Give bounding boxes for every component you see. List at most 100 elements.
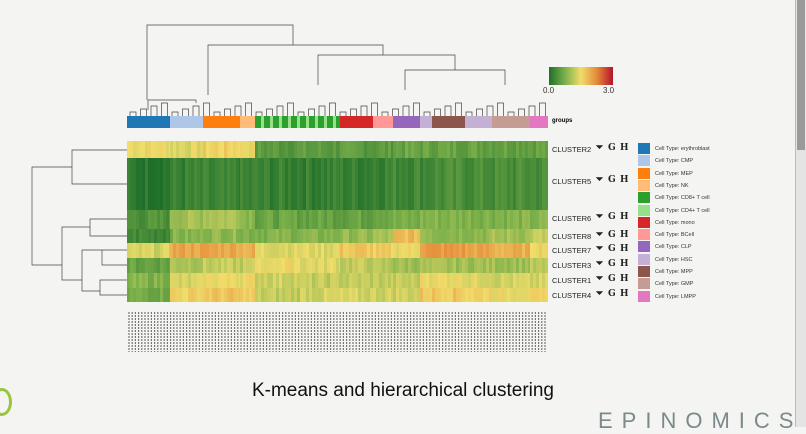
heatmap-cell	[133, 273, 136, 288]
h-button[interactable]: H	[620, 230, 629, 240]
heatmap-cell	[438, 210, 441, 229]
heatmap-cell	[321, 243, 324, 258]
heatmap-cell	[429, 210, 432, 229]
g-button[interactable]: G	[608, 274, 616, 284]
heatmap-cell	[148, 158, 151, 210]
scrollbar-thumb[interactable]	[797, 0, 805, 150]
heatmap-cell	[324, 258, 327, 273]
dendrogram-branch	[402, 105, 410, 116]
heatmap-cell	[243, 210, 246, 229]
heatmap-cell	[212, 243, 215, 258]
g-button[interactable]: G	[608, 230, 616, 240]
heatmap-cell	[173, 210, 176, 229]
g-button[interactable]: G	[608, 289, 616, 299]
heatmap-cell	[157, 141, 160, 158]
h-button[interactable]: H	[620, 289, 629, 299]
group-cell	[489, 116, 492, 128]
g-button[interactable]: G	[608, 212, 616, 222]
heatmap-cell	[139, 258, 142, 273]
dendrogram-branch	[392, 108, 399, 116]
heatmap-cell	[447, 243, 450, 258]
heatmap-cell	[477, 229, 480, 243]
heatmap-cell	[145, 258, 148, 273]
h-button[interactable]: H	[620, 259, 629, 269]
heatmap-cell	[516, 243, 519, 258]
heatmap-cell	[468, 141, 471, 158]
h-button[interactable]: H	[620, 244, 629, 254]
g-button[interactable]: G	[608, 175, 616, 185]
heatmap-cell	[230, 273, 233, 288]
download-icon[interactable]: ⏷	[596, 175, 604, 185]
g-button[interactable]: G	[608, 244, 616, 254]
heatmap-cell	[130, 229, 133, 243]
group-cell	[282, 116, 285, 128]
download-icon[interactable]: ⏷	[596, 244, 604, 254]
heatmap-cell	[233, 158, 236, 210]
g-button[interactable]: G	[608, 259, 616, 269]
heatmap-cell	[264, 243, 267, 258]
group-cell	[420, 116, 423, 128]
group-cell	[471, 116, 474, 128]
heatmap-cell	[432, 210, 435, 229]
heatmap-cell	[432, 243, 435, 258]
heatmap-cell	[361, 141, 364, 158]
heatmap-cell	[163, 273, 166, 288]
heatmap-cell	[382, 258, 385, 273]
heatmap-cell	[358, 141, 361, 158]
heatmap-cell	[188, 158, 191, 210]
heatmap-cell	[393, 229, 396, 243]
heatmap-cell	[285, 158, 288, 210]
download-icon[interactable]: ⏷	[596, 274, 604, 284]
group-cell	[170, 116, 173, 128]
heatmap-cell	[435, 243, 438, 258]
group-cell	[215, 116, 218, 128]
heatmap-cell	[160, 258, 163, 273]
heatmap-cell	[358, 288, 361, 302]
heatmap-cell	[279, 210, 282, 229]
heatmap-cell	[462, 158, 465, 210]
heatmap-cell	[513, 210, 516, 229]
heatmap-cell	[136, 258, 139, 273]
heatmap-cell	[246, 243, 249, 258]
heatmap-cell	[522, 141, 525, 158]
download-icon[interactable]: ⏷	[596, 259, 604, 269]
heatmap-cell	[309, 158, 312, 210]
heatmap-cell	[291, 158, 294, 210]
download-icon[interactable]: ⏷	[596, 212, 604, 222]
heatmap-cell	[438, 229, 441, 243]
heatmap-cell	[239, 158, 240, 210]
h-button[interactable]: H	[620, 175, 629, 185]
group-cell	[166, 116, 169, 128]
download-icon[interactable]: ⏷	[596, 143, 604, 153]
dendrogram-branch	[317, 54, 456, 85]
heatmap-cell	[399, 229, 402, 243]
heatmap-cell	[321, 288, 324, 302]
heatmap-cell	[145, 141, 148, 158]
heatmap-cell	[321, 210, 324, 229]
dendrogram-branch	[182, 108, 189, 116]
heatmap-cell	[303, 258, 306, 273]
heatmap-cell	[142, 210, 145, 229]
heatmap-cell	[530, 273, 533, 288]
heatmap-cell	[243, 141, 246, 158]
heatmap-cell	[507, 158, 510, 210]
download-icon[interactable]: ⏷	[596, 230, 604, 240]
h-button[interactable]: H	[620, 274, 629, 284]
download-icon[interactable]: ⏷	[596, 289, 604, 299]
color-scale-bar	[549, 67, 613, 85]
h-button[interactable]: H	[620, 212, 629, 222]
heatmap-cell	[185, 243, 188, 258]
heatmap-cell	[130, 258, 133, 273]
scrollbar[interactable]	[795, 0, 806, 427]
cluster-label: CLUSTER2	[552, 145, 592, 154]
heatmap-cell	[333, 258, 336, 273]
h-button[interactable]: H	[620, 143, 629, 153]
g-button[interactable]: G	[608, 143, 616, 153]
dendrogram-branch	[423, 111, 431, 116]
heatmap-cell	[267, 229, 270, 243]
heatmap-cell	[355, 273, 358, 288]
heatmap-cell	[513, 158, 516, 210]
heatmap-cell	[340, 141, 343, 158]
heatmap-cell	[361, 158, 364, 210]
group-cell	[306, 116, 309, 128]
